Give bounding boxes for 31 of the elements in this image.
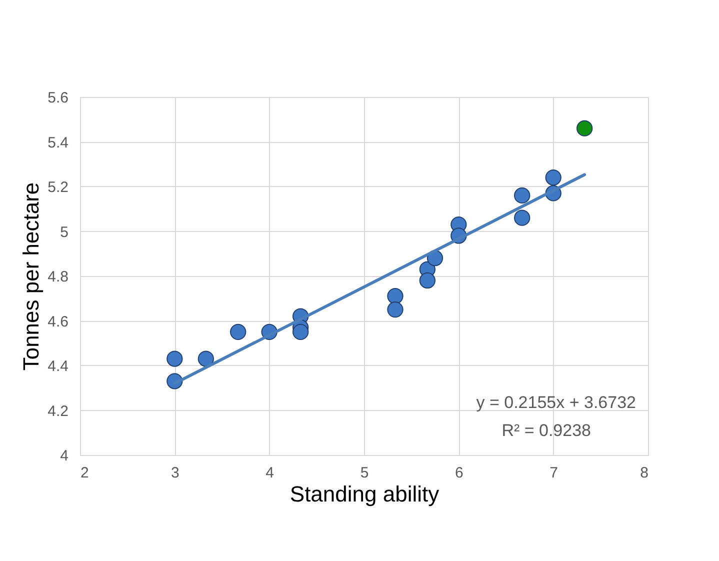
x-tick-label: 3 (170, 464, 180, 482)
x-axis-title: Standing ability (290, 482, 440, 506)
point (419, 272, 436, 289)
y-tick-label: 5 (60, 224, 68, 241)
point (514, 210, 530, 226)
point (545, 169, 562, 186)
x-tick-label: 5 (360, 464, 369, 482)
x-tick-label: 4 (266, 464, 274, 482)
point (166, 350, 183, 367)
y-tick-label: 5.4 (48, 134, 68, 152)
x-tick-label: 2 (80, 464, 89, 482)
point (198, 350, 214, 367)
annotation: R² = 0.9238 (502, 421, 591, 440)
x-tick-label: 6 (454, 464, 464, 482)
point (387, 288, 404, 304)
x-tick-label: 8 (640, 464, 648, 482)
y-tick-label: 4.6 (48, 313, 68, 330)
y-tick-label: 4.4 (48, 358, 68, 375)
y-tick-label: 4 (60, 448, 68, 464)
annotation: y = 0.2155x + 3.6732 (476, 393, 636, 412)
x-tick-label: 7 (550, 464, 558, 482)
y-tick-label: 4.2 (48, 402, 68, 420)
y-axis-title: Tonnes per hectare (18, 182, 44, 371)
point (576, 120, 593, 136)
point (514, 187, 530, 204)
point (292, 324, 309, 340)
point (230, 324, 246, 340)
y-tick-label: 4.8 (48, 268, 68, 286)
y-tick-label: 5.2 (48, 179, 68, 196)
y-tick-label: 5.6 (48, 90, 68, 106)
point (387, 301, 404, 318)
